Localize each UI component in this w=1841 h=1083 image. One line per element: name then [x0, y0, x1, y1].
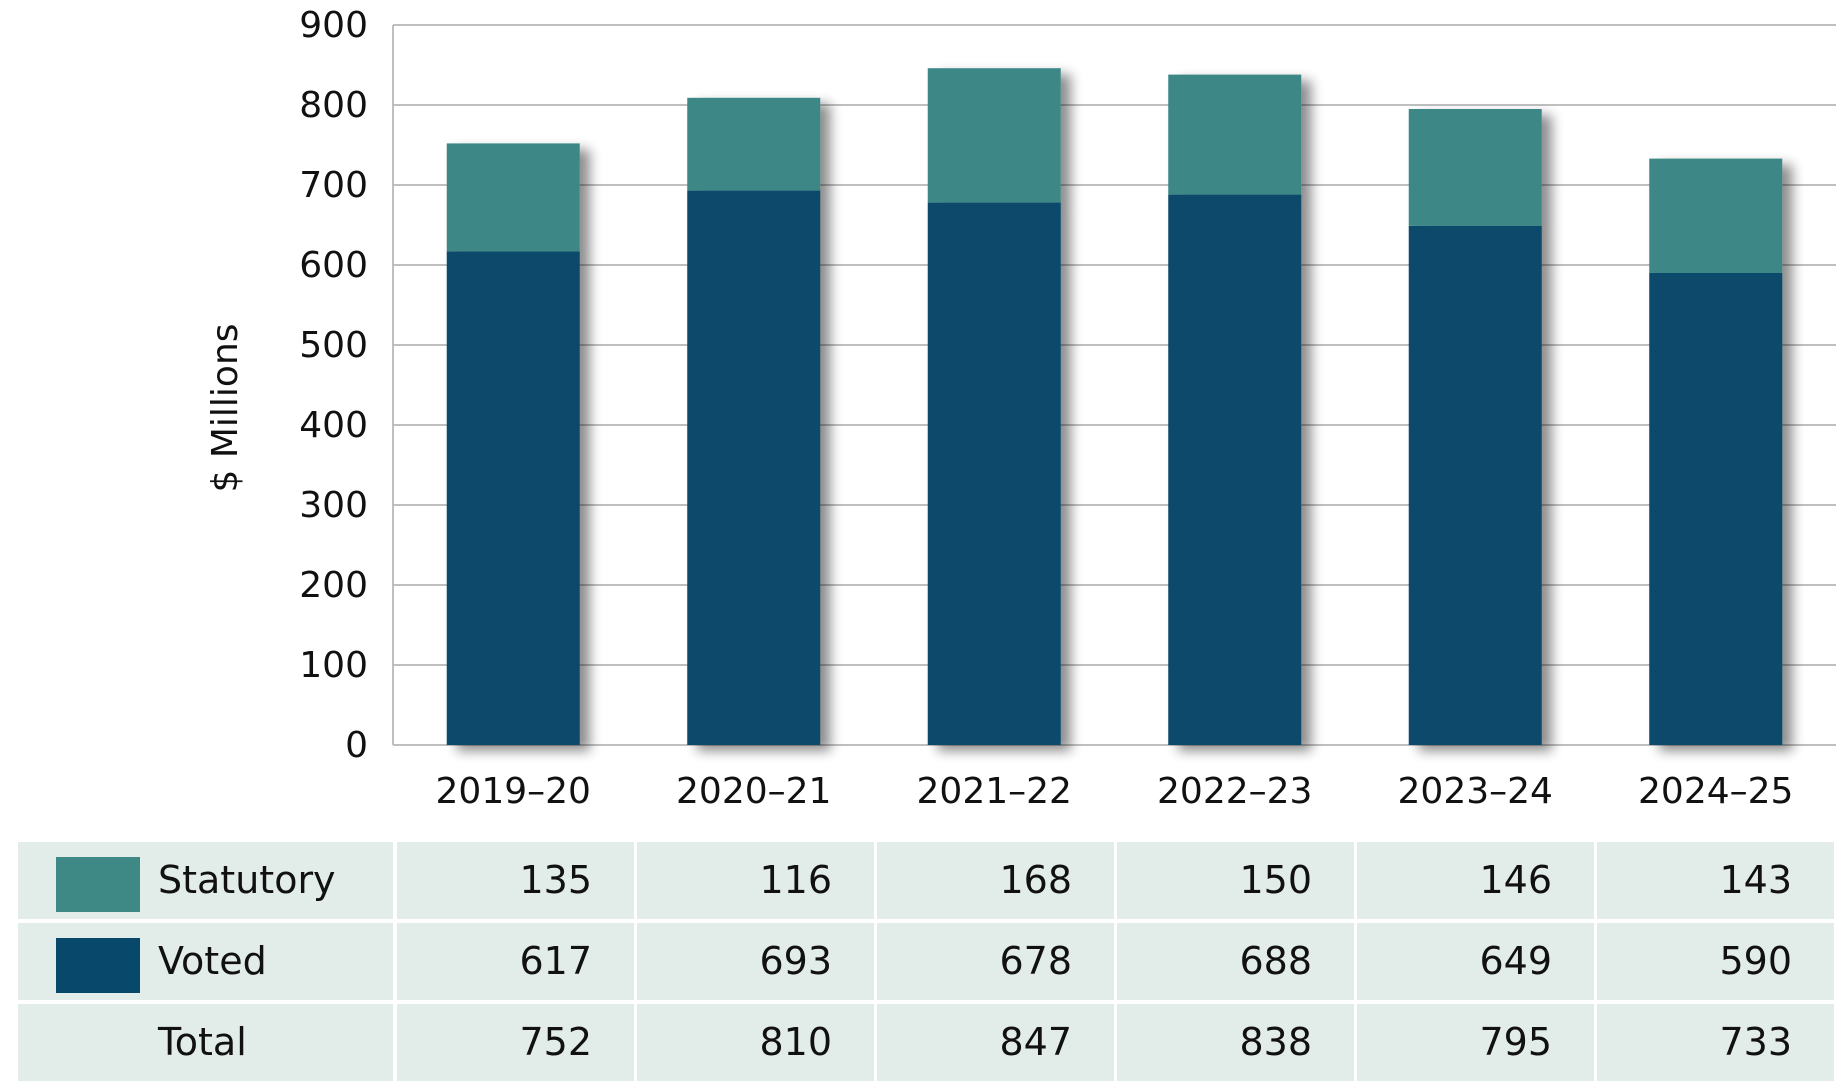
- axes: [392, 25, 1836, 746]
- x-tick-label: 2024–25: [1638, 771, 1793, 812]
- x-tick-label: 2022–23: [1157, 771, 1312, 812]
- y-axis-label: $ Millions: [205, 323, 246, 492]
- y-tick-label: 500: [299, 325, 368, 366]
- bar-voted: [1408, 225, 1542, 746]
- x-tick-label: 2023–24: [1398, 771, 1553, 812]
- table-row-statutory: Statutory 135 116 168 150 146 143: [18, 842, 1840, 919]
- table-cell: 810: [637, 1004, 874, 1081]
- bar-statutory: [927, 68, 1061, 203]
- x-tick-label: 2020–21: [676, 771, 831, 812]
- bar-statutory: [446, 143, 580, 252]
- y-tick-label: 0: [345, 725, 368, 766]
- table-cell: 795: [1357, 1004, 1594, 1081]
- y-tick-label: 900: [299, 5, 368, 46]
- y-tick-label: 300: [299, 485, 368, 526]
- legend-swatch-voted: [56, 938, 140, 993]
- bar-voted: [1649, 273, 1783, 745]
- y-tick-label: 400: [299, 405, 368, 446]
- bar-stack: [1649, 158, 1783, 745]
- table-cell: 146: [1357, 842, 1594, 919]
- bar-stack: [1168, 74, 1302, 746]
- table-cell: 617: [397, 923, 634, 1000]
- table-cell: 168: [877, 842, 1114, 919]
- bar-voted: [1168, 194, 1302, 746]
- table-row-label-cell: Total: [18, 1004, 393, 1081]
- bar-statutory: [1649, 158, 1783, 273]
- table-row-label-cell: Statutory: [18, 842, 393, 919]
- table-cell: 688: [1117, 923, 1354, 1000]
- table-cell: 678: [877, 923, 1114, 1000]
- legend-swatch-statutory: [56, 857, 140, 912]
- y-tick-label: 100: [299, 645, 368, 686]
- bars: [446, 68, 1783, 746]
- x-tick-label: 2019–20: [436, 771, 591, 812]
- table-cell: 116: [637, 842, 874, 919]
- table-row-voted: Voted 617 693 678 688 649 590: [18, 923, 1840, 1000]
- stacked-bar-chart: 0 100 200 300 400 500 600 700 800 900 2019–20 2020–…: [205, 5, 1836, 812]
- data-table: Statutory 135 116 168 150 146 143 Voted 617 693 67…: [18, 842, 1840, 1081]
- x-tick-label: 2021–22: [917, 771, 1072, 812]
- table-row-label-cell: Voted: [18, 923, 393, 1000]
- bar-voted: [687, 190, 821, 746]
- bar-stack: [687, 97, 821, 746]
- table-cell: 752: [397, 1004, 634, 1081]
- bar-voted: [927, 202, 1061, 746]
- table-cell: 590: [1597, 923, 1834, 1000]
- table-cell: 847: [877, 1004, 1114, 1081]
- y-tick-label: 700: [299, 165, 368, 206]
- table-cell: 135: [397, 842, 634, 919]
- table-cell: 649: [1357, 923, 1594, 1000]
- grid-lines: [393, 24, 1836, 666]
- bar-statutory: [1168, 74, 1302, 195]
- table-cell: 143: [1597, 842, 1834, 919]
- y-tick-label: 600: [299, 245, 368, 286]
- bar-stack: [446, 143, 580, 745]
- y-tick-label: 200: [299, 565, 368, 606]
- table-cell: 733: [1597, 1004, 1834, 1081]
- bar-statutory: [1408, 109, 1542, 226]
- table-row-label: Total: [158, 1020, 247, 1064]
- bar-stack: [1408, 109, 1542, 746]
- table-cell: 693: [637, 923, 874, 1000]
- bar-statutory: [687, 97, 821, 191]
- table-cell: 838: [1117, 1004, 1354, 1081]
- y-tick-label: 800: [299, 85, 368, 126]
- bar-voted: [446, 251, 580, 745]
- table-cell: 150: [1117, 842, 1354, 919]
- table-row-total: Total 752 810 847 838 795 733: [18, 1004, 1840, 1081]
- table-row-label: Voted: [158, 939, 267, 983]
- table-row-label: Statutory: [158, 858, 336, 902]
- bar-stack: [927, 68, 1061, 746]
- tick-labels: 0 100 200 300 400 500 600 700 800 900 2019–20 2020–…: [299, 5, 1793, 812]
